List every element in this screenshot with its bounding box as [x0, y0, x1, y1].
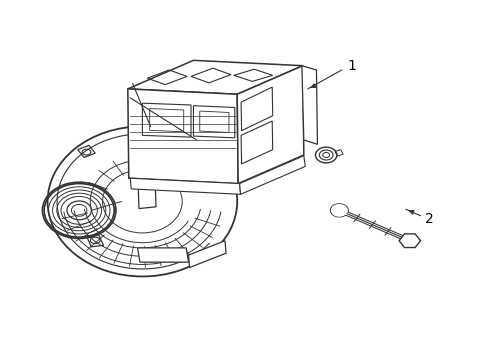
Text: 1: 1	[346, 59, 355, 73]
Polygon shape	[301, 66, 317, 144]
Polygon shape	[127, 89, 238, 184]
Text: 2: 2	[424, 212, 433, 226]
Polygon shape	[127, 60, 302, 94]
Circle shape	[331, 204, 346, 216]
Polygon shape	[130, 178, 240, 194]
Polygon shape	[137, 164, 156, 208]
Polygon shape	[188, 241, 225, 267]
Polygon shape	[239, 156, 305, 194]
Polygon shape	[137, 248, 188, 262]
Polygon shape	[398, 234, 420, 248]
Polygon shape	[237, 66, 303, 184]
